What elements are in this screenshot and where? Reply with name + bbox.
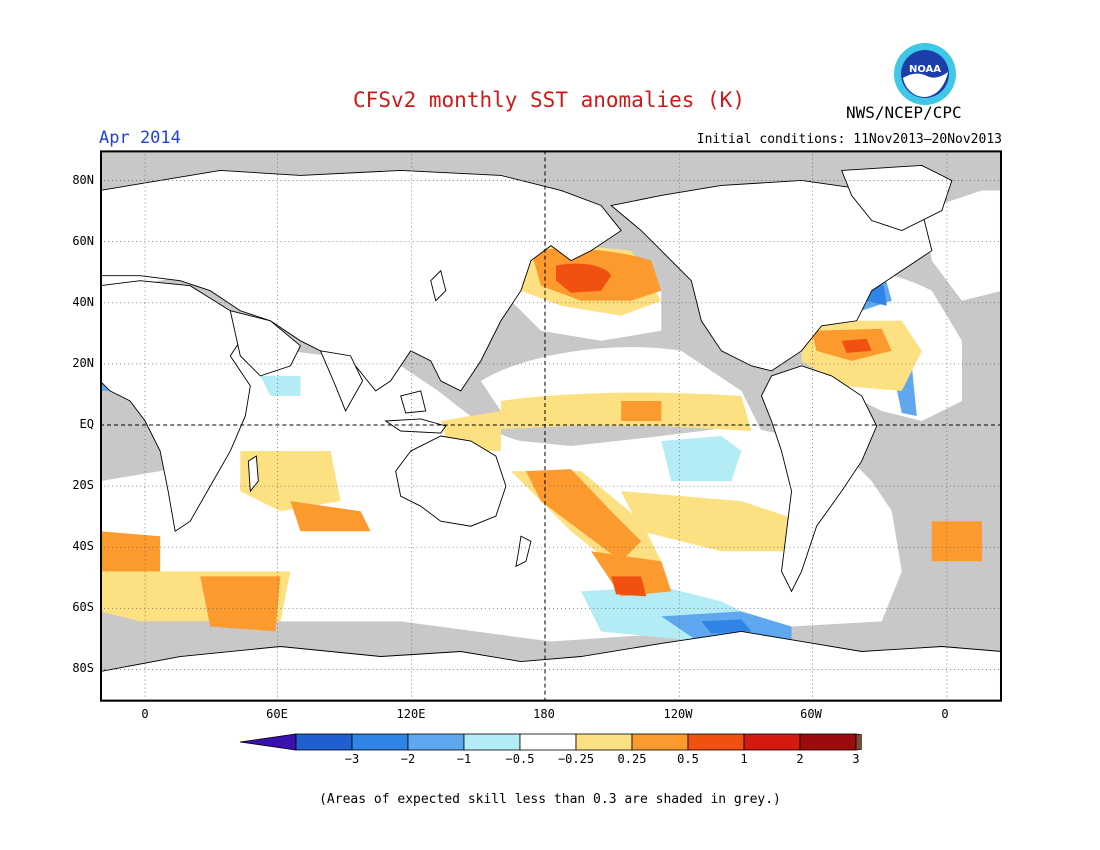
colorbar-box: [799, 733, 857, 751]
anomaly-red: [556, 263, 872, 597]
lon-label: 120E: [396, 707, 426, 721]
map-frame: [100, 150, 1002, 702]
land-australia: [395, 435, 507, 527]
colorbar-box: [743, 733, 801, 751]
land-new-zealand: [515, 535, 532, 568]
anomaly-orange: [100, 248, 982, 632]
colorbar-left-arrow: [239, 733, 297, 751]
colorbar-tick-label: −0.5: [505, 752, 535, 766]
lat-label: 80N: [72, 173, 94, 187]
land-south-america: [760, 365, 878, 593]
colorbar-box: [463, 733, 521, 751]
land-antarctica: [100, 630, 1002, 702]
lat-label: 60N: [72, 234, 94, 248]
colorbar: [239, 733, 862, 751]
lon-label: 0: [141, 707, 149, 721]
lon-label: 120W: [663, 707, 693, 721]
anomaly-blue: [701, 280, 887, 634]
lat-label: 60S: [72, 600, 94, 614]
logo-text: NOAA: [909, 64, 941, 75]
land-japan: [430, 269, 447, 302]
lon-label: 60E: [266, 707, 288, 721]
lat-label: 40N: [72, 295, 94, 309]
lon-label: 0: [941, 707, 949, 721]
colorbar-tick-label: 0.25: [617, 752, 647, 766]
lat-label: 20N: [72, 356, 94, 370]
colorbar-tick-label: −2: [400, 752, 416, 766]
land-india: [319, 350, 364, 413]
lat-label: 20S: [72, 478, 94, 492]
sst-anomaly-map: [100, 150, 1002, 702]
agency-label: NWS/NCEP/CPC: [846, 103, 962, 122]
forecast-period: Apr 2014: [99, 128, 181, 148]
initial-conditions: Initial conditions: 11Nov2013–20Nov2013: [696, 132, 1002, 147]
land-indonesia: [384, 418, 447, 434]
colorbar-tick-label: 2: [796, 752, 804, 766]
land-madagascar: [247, 455, 259, 493]
land-greenland: [840, 164, 953, 232]
skill-note: (Areas of expected skill less than 0.3 a…: [319, 792, 781, 807]
land-masses: [100, 164, 1002, 702]
colorbar-box: [631, 733, 689, 751]
colorbar-right-arrow: [855, 733, 862, 751]
lon-label: 180: [533, 707, 555, 721]
colorbar-tick-label: −3: [344, 752, 360, 766]
colorbar-tick-label: 3: [852, 752, 860, 766]
colorbar-box: [407, 733, 465, 751]
lat-label: 40S: [72, 539, 94, 553]
colorbar-box: [687, 733, 745, 751]
colorbar-tick-label: −0.25: [557, 752, 595, 766]
land-borneo: [400, 390, 427, 414]
land-north-america: [610, 180, 933, 372]
lat-label: 80S: [72, 661, 94, 675]
map-title: CFSv2 monthly SST anomalies (K): [353, 88, 745, 112]
colorbar-box: [351, 733, 409, 751]
colorbar-tick-label: 1: [740, 752, 748, 766]
colorbar-box: [575, 733, 633, 751]
colorbar-box: [295, 733, 353, 751]
colorbar-box: [519, 733, 577, 751]
land-eurasia: [100, 169, 622, 392]
equator-dateline: [100, 150, 1002, 702]
lat-label: EQ: [79, 417, 94, 431]
colorbar-tick-label: −1: [456, 752, 472, 766]
land-arabia: [229, 310, 302, 377]
noaa-logo: NOAA: [894, 43, 956, 105]
colorbar-tick-label: 0.5: [677, 752, 699, 766]
logo-bird-icon: [903, 72, 948, 97]
lon-label: 60W: [800, 707, 822, 721]
